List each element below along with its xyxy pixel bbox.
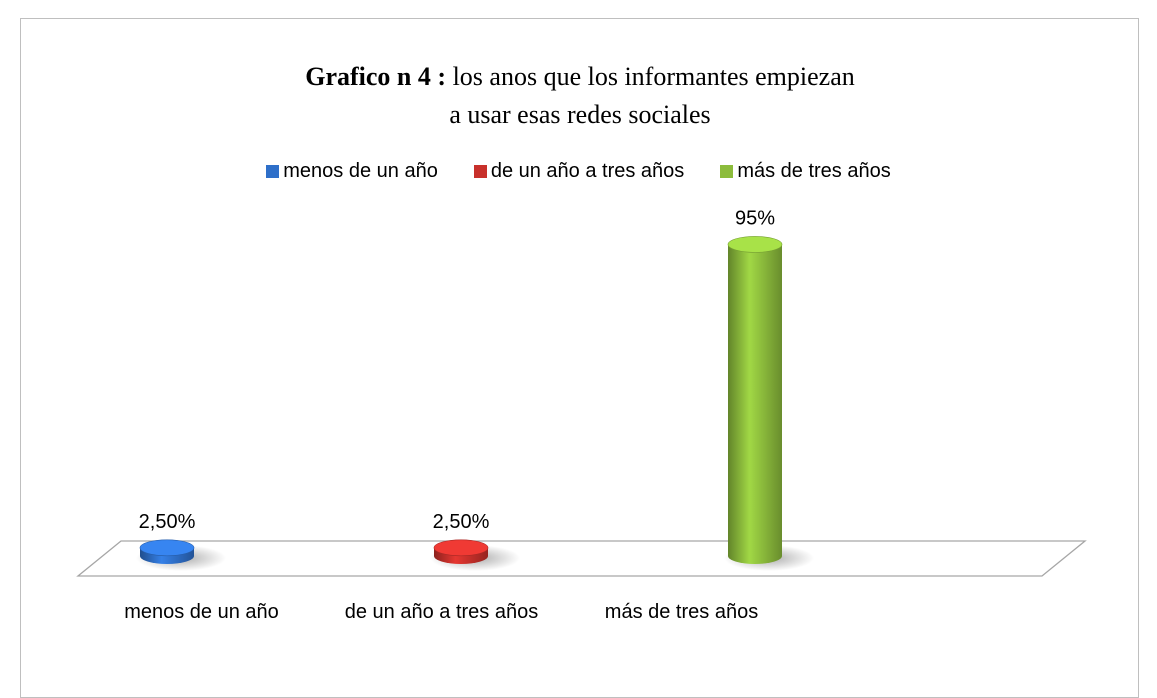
data-label: 2,50%	[139, 511, 196, 533]
x-tick-label: más de tres años	[604, 601, 759, 623]
page: Grafico n 4 : los anos que los informant…	[0, 18, 1157, 698]
bar-top	[727, 236, 783, 253]
bar-top	[433, 539, 489, 557]
legend: menos de un año de un año a tres años más …	[0, 160, 1157, 183]
legend-swatch	[266, 165, 280, 178]
chart-title: Grafico n 4 : los anos que los informant…	[300, 58, 860, 134]
floor	[76, 540, 1087, 577]
legend-label: más de tres años	[737, 160, 891, 182]
data-label: 95%	[735, 207, 775, 229]
legend-item: menos de un año	[266, 160, 438, 183]
bar	[728, 244, 782, 564]
bar-top	[139, 539, 195, 557]
legend-swatch	[473, 165, 487, 178]
x-tick-label: menos de un año	[124, 601, 279, 623]
legend-label: de un año a tres años	[490, 160, 685, 182]
data-label: 2,50%	[433, 511, 490, 533]
legend-label: menos de un año	[283, 160, 438, 182]
title-prefix: Grafico n 4 :	[305, 62, 447, 91]
x-tick-label: de un año a tres años	[344, 601, 539, 623]
legend-item: de un año a tres años	[473, 160, 685, 183]
chart: 2,50% 2,50% 95%	[76, 207, 1087, 577]
legend-item: más de tres años	[720, 160, 891, 183]
legend-swatch	[720, 165, 734, 178]
title-text: los anos que los informantes empiezan a …	[449, 62, 855, 129]
